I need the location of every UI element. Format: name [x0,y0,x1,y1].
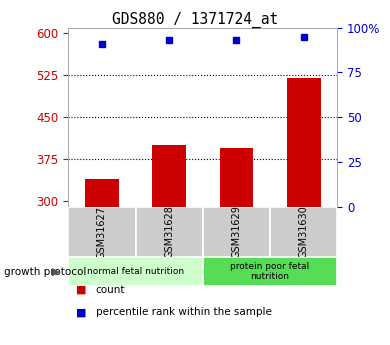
Text: GSM31628: GSM31628 [164,206,174,258]
Text: count: count [96,285,125,295]
Bar [136,207,203,257]
Bar [287,78,321,207]
Text: GDS880 / 1371724_at: GDS880 / 1371724_at [112,12,278,28]
Text: ▶: ▶ [52,267,61,277]
Text: ■: ■ [76,307,87,317]
Text: percentile rank within the sample: percentile rank within the sample [96,307,271,317]
Bar [68,207,136,257]
Bar [203,207,270,257]
Text: growth protocol: growth protocol [4,267,86,277]
Text: normal fetal nutrition: normal fetal nutrition [87,267,184,276]
Bar [85,179,119,207]
Bar [203,257,337,286]
Text: protein poor fetal
nutrition: protein poor fetal nutrition [230,262,310,282]
Bar [152,145,186,207]
Text: ■: ■ [76,285,87,295]
Text: GSM31630: GSM31630 [299,206,309,258]
Text: GSM31627: GSM31627 [97,206,107,258]
Bar [220,148,253,207]
Bar [68,257,203,286]
Text: GSM31629: GSM31629 [231,206,241,258]
Bar [270,207,337,257]
